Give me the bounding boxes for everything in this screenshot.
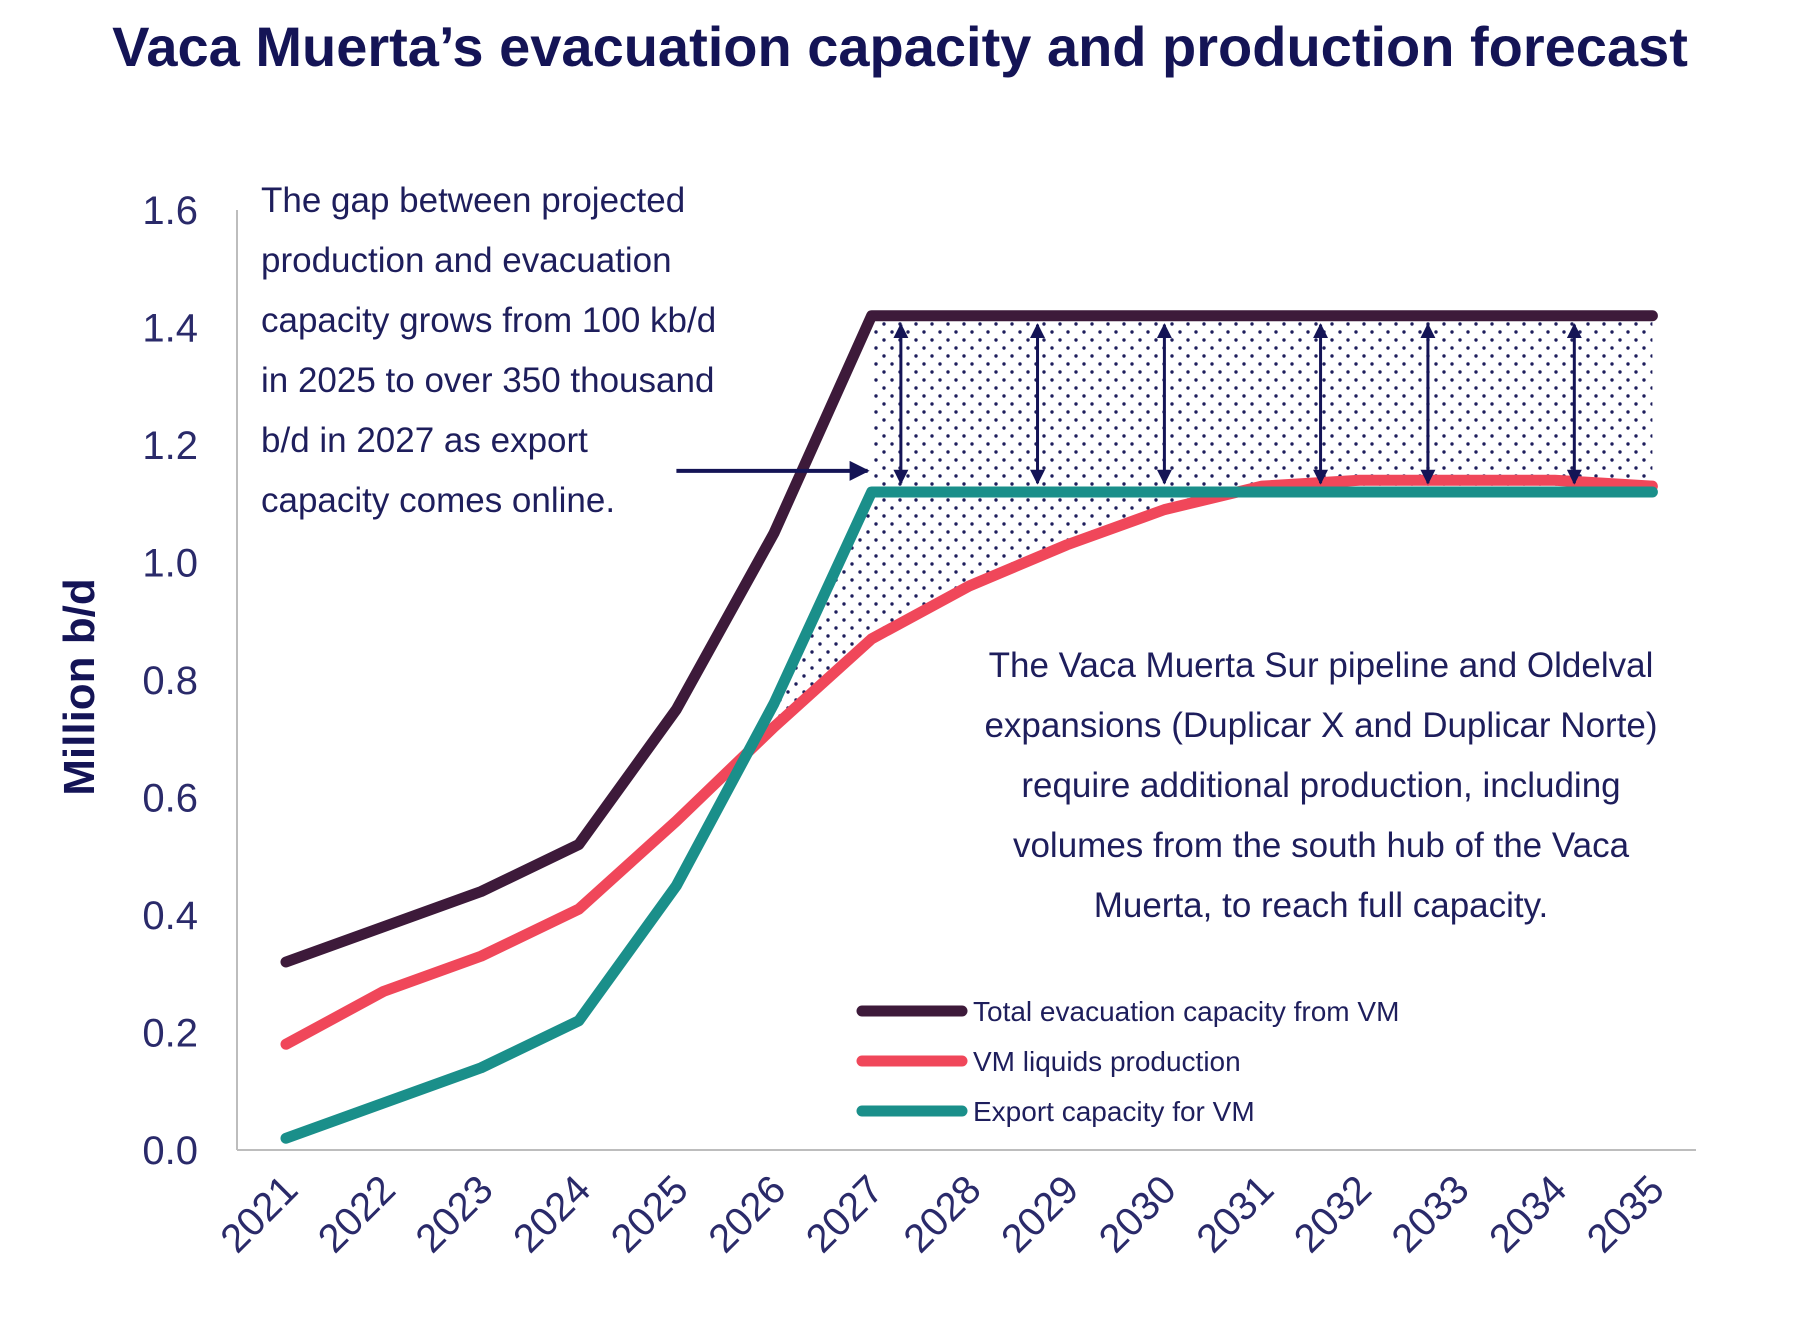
annotation-gap-line: production and evacuation — [261, 241, 672, 280]
x-tick-label: 2023 — [408, 1167, 502, 1261]
series-line-2 — [280, 486, 1658, 1144]
legend-label: Total evacuation capacity from VM — [973, 996, 1399, 1027]
legend-label: Export capacity for VM — [973, 1096, 1255, 1127]
y-tick-label: 1.4 — [142, 307, 198, 351]
y-tick-label: 1.2 — [142, 424, 198, 468]
annotation-pipeline-line: The Vaca Muerta Sur pipeline and Oldelva… — [989, 646, 1654, 685]
gap-area-export-production — [747, 492, 1238, 753]
x-tick-label: 2025 — [603, 1167, 697, 1261]
x-tick-label: 2027 — [798, 1167, 892, 1261]
x-tick-label: 2022 — [310, 1167, 404, 1261]
legend-label: VM liquids production — [973, 1046, 1241, 1077]
series-line-0 — [280, 310, 1658, 968]
x-tick-label: 2031 — [1188, 1167, 1282, 1261]
annotation-gap-line: b/d in 2027 as export — [261, 421, 588, 460]
chart-title: Vaca Muerta’s evacuation capacity and pr… — [112, 15, 1688, 78]
y-tick-label: 0.4 — [142, 894, 198, 938]
y-tick-label: 1.6 — [142, 189, 198, 233]
y-tick-label: 0.2 — [142, 1012, 198, 1056]
y-tick-label: 0.8 — [142, 659, 198, 703]
x-tick-label: 2026 — [700, 1167, 794, 1261]
y-tick-label: 0.0 — [142, 1129, 198, 1173]
x-tick-label: 2030 — [1091, 1167, 1185, 1261]
annotation-pipeline-line: Muerta, to reach full capacity. — [1094, 886, 1549, 925]
x-tick-label: 2024 — [505, 1167, 599, 1261]
annotation-gap-line: in 2025 to over 350 thousand — [261, 361, 714, 400]
x-tick-label: 2032 — [1286, 1167, 1380, 1261]
y-tick-label: 1.0 — [142, 542, 198, 586]
annotation-pipeline-line: volumes from the south hub of the Vaca — [1013, 826, 1630, 865]
annotation-pipeline-line: expansions (Duplicar X and Duplicar Nort… — [984, 706, 1657, 745]
annotation-pipeline-line: require additional production, including — [1021, 766, 1620, 805]
annotation-gap-line: capacity comes online. — [261, 481, 615, 520]
x-tick-label: 2035 — [1579, 1167, 1673, 1261]
y-axis-label: Million b/d — [55, 578, 104, 796]
gap-area-total-export — [871, 315, 1653, 492]
x-tick-label: 2033 — [1384, 1167, 1478, 1261]
y-tick-label: 0.6 — [142, 777, 198, 821]
annotation-gap-line: capacity grows from 100 kb/d — [261, 301, 716, 340]
x-tick-label: 2021 — [212, 1167, 306, 1261]
x-tick-label: 2034 — [1481, 1167, 1575, 1261]
x-tick-label: 2029 — [993, 1167, 1087, 1261]
annotation-gap-line: The gap between projected — [261, 181, 685, 220]
x-tick-label: 2028 — [896, 1167, 990, 1261]
